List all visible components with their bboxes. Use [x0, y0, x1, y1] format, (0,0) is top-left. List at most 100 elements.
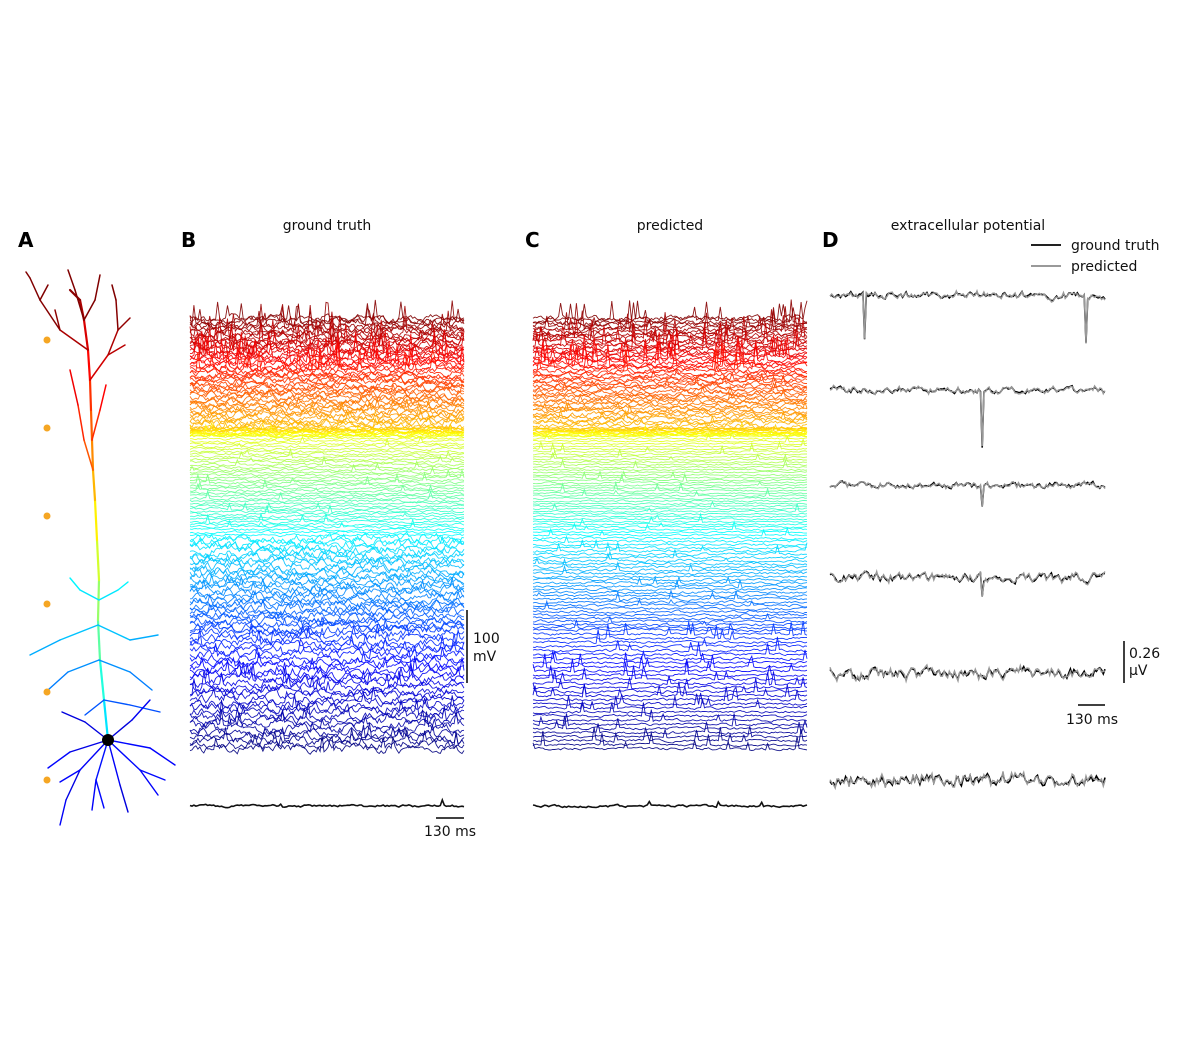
neurite-segment: [98, 658, 106, 702]
membrane-trace: [532, 453, 808, 464]
membrane-trace: [532, 472, 808, 482]
membrane-trace: [532, 352, 808, 373]
membrane-trace: [532, 621, 808, 637]
membrane-trace: [532, 438, 807, 448]
panel-b-title: ground truth: [283, 218, 371, 234]
membrane-trace: [532, 730, 808, 747]
membrane-trace: [189, 535, 465, 549]
membrane-trace: [189, 428, 465, 435]
ground-truth-trace: [829, 384, 1105, 448]
membrane-trace: [189, 299, 465, 326]
membrane-trace: [189, 350, 465, 372]
membrane-trace: [532, 713, 808, 727]
membrane-trace: [189, 692, 465, 710]
membrane-trace: [532, 473, 808, 477]
membrane-trace: [189, 391, 465, 405]
membrane-trace: [532, 577, 808, 582]
membrane-trace: [532, 686, 808, 702]
membrane-trace: [532, 422, 808, 431]
membrane-trace: [189, 540, 465, 555]
membrane-trace: [189, 589, 465, 607]
neurite-segment: [61, 711, 86, 723]
membrane-trace: [189, 466, 465, 475]
membrane-trace: [532, 445, 807, 456]
membrane-trace: [532, 678, 807, 695]
neurite-segment: [69, 369, 79, 406]
membrane-trace: [532, 377, 808, 393]
neurite-segment: [83, 299, 96, 321]
panel-c-title: predicted: [637, 218, 703, 234]
membrane-trace: [532, 500, 807, 508]
membrane-trace: [532, 374, 808, 388]
membrane-trace: [189, 498, 465, 503]
neurite-segment: [98, 659, 131, 673]
membrane-trace: [189, 596, 465, 610]
neurite-segment: [67, 659, 100, 673]
legend-ground-truth-label: ground truth: [1071, 238, 1159, 254]
membrane-trace: [189, 638, 465, 660]
membrane-trace: [532, 716, 808, 731]
membrane-trace: [189, 317, 465, 345]
membrane-trace: [189, 484, 465, 496]
membrane-trace: [532, 544, 808, 557]
membrane-trace: [189, 301, 465, 330]
membrane-trace: [532, 612, 808, 618]
neurite-segment: [59, 769, 81, 783]
recording-site-marker: [43, 776, 51, 784]
membrane-trace: [532, 514, 808, 521]
membrane-trace: [189, 646, 465, 666]
neurite-segment: [97, 624, 131, 641]
membrane-trace: [190, 436, 465, 441]
membrane-trace: [189, 728, 465, 748]
neurite-segment: [95, 779, 105, 809]
predicted-trace: [829, 770, 1106, 791]
membrane-trace: [532, 342, 808, 370]
neurite-segment: [103, 699, 131, 706]
neurite-segment: [149, 747, 176, 766]
membrane-trace: [532, 372, 807, 386]
membrane-trace: [189, 711, 465, 735]
membrane-trace: [532, 726, 808, 739]
panel-letter-c: C: [525, 228, 540, 252]
membrane-trace: [189, 461, 465, 472]
neurite-segment: [88, 378, 93, 412]
legend-predicted-label: predicted: [1071, 259, 1137, 275]
membrane-trace: [189, 460, 465, 470]
neurite-segment: [29, 277, 41, 301]
panel-d-time-scalebar-label: 130 ms: [1066, 712, 1118, 728]
membrane-trace: [532, 390, 808, 403]
membrane-trace: [189, 454, 465, 464]
membrane-trace: [189, 518, 465, 530]
membrane-trace: [533, 642, 808, 657]
membrane-trace: [189, 503, 465, 514]
membrane-trace: [189, 558, 465, 574]
membrane-trace: [532, 578, 808, 589]
membrane-trace: [532, 470, 808, 480]
membrane-trace: [532, 619, 808, 631]
membrane-trace: [532, 512, 808, 516]
membrane-trace: [532, 575, 808, 586]
membrane-trace: [189, 478, 465, 491]
membrane-trace: [189, 411, 465, 425]
membrane-trace: [532, 481, 808, 487]
membrane-trace: [532, 661, 808, 678]
membrane-trace: [189, 301, 465, 324]
membrane-trace: [189, 423, 465, 438]
membrane-trace: [532, 542, 808, 547]
membrane-trace: [189, 468, 465, 480]
membrane-trace: [532, 624, 808, 641]
membrane-trace: [532, 499, 808, 503]
neurite-segment: [107, 739, 151, 749]
membrane-trace: [532, 480, 808, 493]
recording-site-marker: [43, 424, 51, 432]
neurite-segment: [86, 348, 92, 382]
membrane-trace: [189, 552, 465, 567]
membrane-trace: [189, 527, 465, 532]
membrane-trace: [189, 549, 465, 563]
membrane-trace: [189, 476, 465, 488]
membrane-trace: [189, 332, 465, 357]
membrane-trace: [533, 430, 808, 435]
membrane-trace: [532, 385, 808, 397]
panel-c-traces: [532, 299, 808, 752]
recording-site-marker: [43, 336, 51, 344]
